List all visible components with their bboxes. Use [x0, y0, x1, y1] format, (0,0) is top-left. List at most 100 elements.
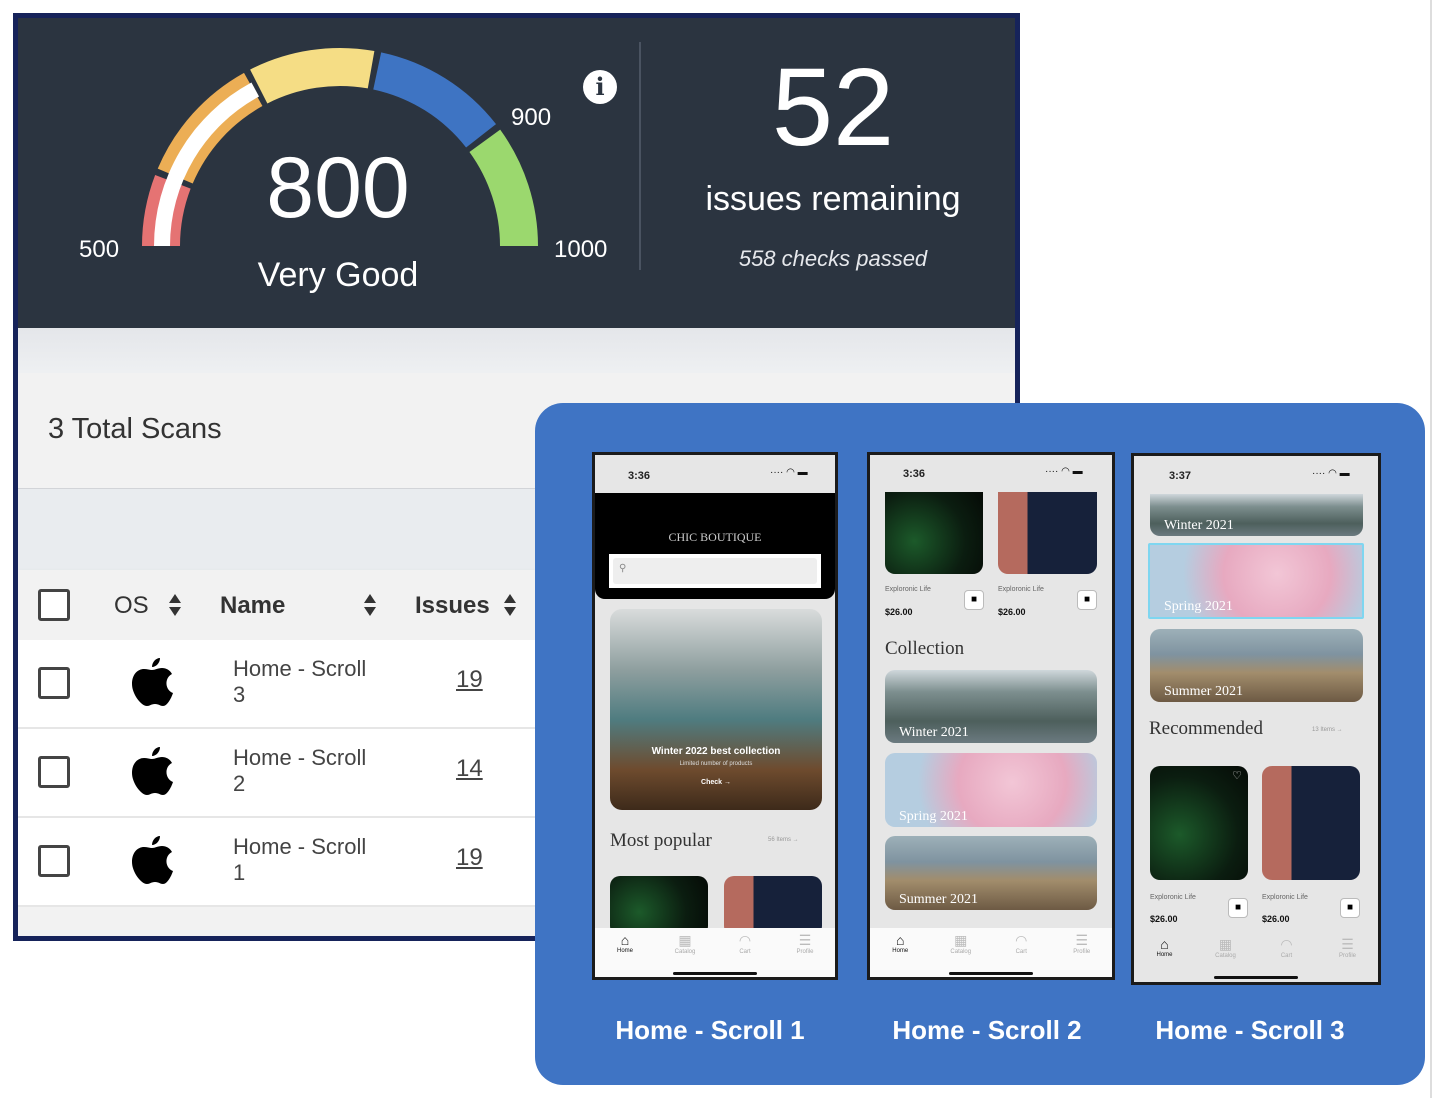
column-issues[interactable]: Issues — [415, 592, 490, 619]
select-all-checkbox[interactable] — [38, 589, 70, 621]
bag-icon[interactable]: ■ — [1228, 898, 1248, 918]
tab-home[interactable]: ⌂ Home — [595, 932, 655, 954]
tab-label: Catalog — [950, 949, 972, 955]
product-image[interactable] — [885, 492, 983, 574]
product-image[interactable] — [724, 876, 822, 936]
sort-icon[interactable] — [503, 592, 517, 618]
bag-icon[interactable]: ■ — [964, 590, 984, 610]
score-value: 800 — [266, 140, 410, 236]
banner-label: Winter 2021 — [1164, 518, 1234, 533]
tab-catalog[interactable]: ▦ Catalog — [1195, 936, 1256, 959]
bag-icon[interactable]: ■ — [1340, 898, 1360, 918]
catalog-icon: ▦ — [678, 932, 692, 948]
column-os[interactable]: OS — [114, 592, 149, 619]
screen-home-scroll-1[interactable]: 3:36 ···· ◠ ▬ CHIC BOUTIQUE ⚲ Winter 202… — [592, 452, 838, 980]
scan-name: Home - Scroll 1 — [233, 834, 367, 885]
tab-profile[interactable]: ☰ Profile — [1317, 936, 1378, 959]
tab-cart[interactable]: ◠ Cart — [991, 932, 1052, 955]
collection-banner[interactable]: Summer 2021 — [885, 836, 1097, 910]
divider — [639, 42, 641, 270]
screen-home-scroll-3[interactable]: 3:37 ···· ◠ ▬ Winter 2021 Spring 2021 Su… — [1131, 453, 1381, 985]
tab-label: Catalog — [1215, 953, 1236, 959]
cart-icon: ◠ — [1015, 932, 1028, 948]
product-image[interactable]: ♡ — [1150, 766, 1248, 880]
brand-logo: CHIC BOUTIQUE — [668, 530, 762, 544]
checks-passed: 558 checks passed — [738, 246, 928, 271]
sort-icon[interactable] — [168, 592, 182, 618]
score-header: 800 Very Good 500 900 1000 i 52 issues r… — [18, 18, 1015, 328]
tab-label: Profile — [796, 949, 814, 955]
column-name[interactable]: Name — [220, 592, 286, 619]
section-more-link[interactable]: 13 Items → — [1312, 727, 1343, 733]
search-icon: ⚲ — [613, 558, 817, 584]
collection-banner[interactable]: Winter 2021 — [1150, 494, 1363, 536]
section-more-link[interactable]: 56 Items → — [768, 837, 799, 843]
product-image[interactable] — [1262, 766, 1360, 880]
product-image[interactable] — [998, 492, 1097, 574]
score-rating: Very Good — [257, 256, 419, 294]
gauge-segment-blue — [373, 52, 497, 148]
score-gauge — [142, 48, 538, 246]
apple-icon — [130, 834, 174, 891]
status-time: 3:37 — [1169, 470, 1192, 482]
hero-cta[interactable]: Check → — [701, 779, 731, 786]
app-header: CHIC BOUTIQUE ⚲ — [595, 493, 835, 599]
gauge-min-label: 500 — [79, 236, 120, 263]
screen-home-scroll-2[interactable]: 3:36 ···· ◠ ▬ Exploronic Life $26.00 ■ E… — [867, 452, 1115, 980]
total-scans-title: 3 Total Scans — [48, 413, 222, 445]
hero-banner[interactable]: Winter 2022 best collection Limited numb… — [610, 609, 822, 810]
gauge-segment-green — [469, 129, 538, 246]
row-checkbox[interactable] — [38, 845, 70, 877]
info-icon[interactable]: i — [583, 70, 617, 104]
tab-bar: ⌂ Home ▦ Catalog ◠ Cart ☰ Profile — [595, 928, 835, 977]
issues-link[interactable]: 19 — [456, 844, 483, 871]
hero-subtitle: Limited number of products — [679, 761, 753, 767]
screen-label: Home - Scroll 2 — [892, 1015, 1082, 1045]
screen-label: Home - Scroll 1 — [615, 1015, 805, 1045]
tab-cart[interactable]: ◠ Cart — [715, 932, 775, 955]
status-time: 3:36 — [628, 470, 651, 482]
tab-profile[interactable]: ☰ Profile — [775, 932, 835, 955]
search-input[interactable]: ⚲ — [609, 554, 821, 588]
profile-icon: ☰ — [798, 932, 812, 948]
tab-catalog[interactable]: ▦ Catalog — [931, 932, 992, 955]
product-name: Exploronic Life — [1262, 894, 1308, 901]
collection-banner[interactable]: Spring 2021 — [885, 753, 1097, 827]
tab-label: Home — [892, 948, 909, 954]
section-title: Recommended — [1149, 718, 1263, 739]
tab-label: Profile — [1073, 949, 1091, 955]
issues-link[interactable]: 14 — [456, 755, 483, 782]
tab-home[interactable]: ⌂ Home — [1134, 936, 1195, 958]
home-indicator — [673, 972, 757, 975]
catalog-icon: ▦ — [1218, 936, 1233, 952]
collection-banner[interactable]: Summer 2021 — [1150, 629, 1363, 702]
tab-label: Cart — [1015, 949, 1027, 955]
profile-icon: ☰ — [1075, 932, 1089, 948]
sort-icon[interactable] — [363, 592, 377, 618]
product-image[interactable] — [610, 876, 708, 936]
bag-icon[interactable]: ■ — [1077, 590, 1097, 610]
row-checkbox[interactable] — [38, 667, 70, 699]
product-price: $26.00 — [1150, 914, 1178, 924]
banner-label: Spring 2021 — [1164, 599, 1233, 614]
collection-banner[interactable]: Winter 2021 — [885, 670, 1097, 743]
gauge-progress-arc — [154, 82, 260, 246]
tab-profile[interactable]: ☰ Profile — [1052, 932, 1113, 955]
banner-label: Summer 2021 — [899, 892, 978, 907]
scan-name: Home - Scroll 3 — [233, 656, 367, 707]
status-icons: ···· ◠ ▬ — [1312, 468, 1350, 479]
collection-banner-selected[interactable]: Spring 2021 — [1148, 543, 1364, 619]
tab-label: Cart — [1280, 953, 1293, 959]
product-price: $26.00 — [998, 607, 1026, 617]
tab-home[interactable]: ⌂ Home — [870, 932, 931, 954]
tab-cart[interactable]: ◠ Cart — [1256, 936, 1317, 959]
heart-icon[interactable]: ♡ — [1232, 770, 1242, 782]
catalog-icon: ▦ — [954, 932, 968, 948]
row-checkbox[interactable] — [38, 756, 70, 788]
hero-title: Winter 2022 best collection — [651, 746, 781, 757]
issues-link[interactable]: 19 — [456, 666, 483, 693]
tab-catalog[interactable]: ▦ Catalog — [655, 932, 715, 955]
status-time: 3:36 — [903, 468, 926, 480]
product-name: Exploronic Life — [885, 586, 931, 593]
apple-icon — [130, 745, 174, 802]
